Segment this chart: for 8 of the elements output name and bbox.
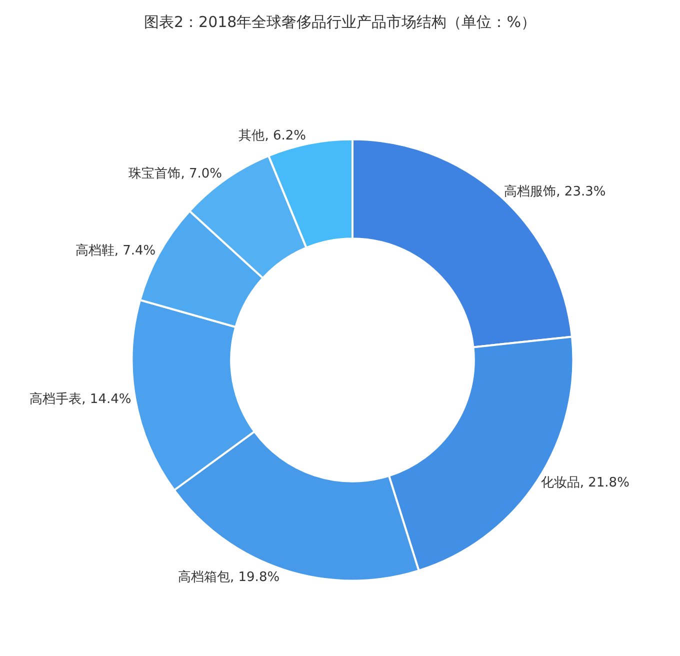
slice-label: 其他, 6.2% — [238, 128, 306, 144]
slice-label: 高档服饰, 23.3% — [504, 183, 606, 200]
slice-label: 高档鞋, 7.4% — [75, 242, 156, 259]
slice-label: 珠宝首饰, 7.0% — [128, 166, 222, 182]
slice-label: 高档箱包, 19.8% — [178, 568, 280, 585]
slice-label: 化妆品, 21.8% — [540, 476, 630, 491]
chart-title: 图表2：2018年全球奢侈品行业产品市场结构（单位：%） — [144, 12, 536, 31]
slice-label: 高档手表, 14.4% — [30, 391, 132, 408]
